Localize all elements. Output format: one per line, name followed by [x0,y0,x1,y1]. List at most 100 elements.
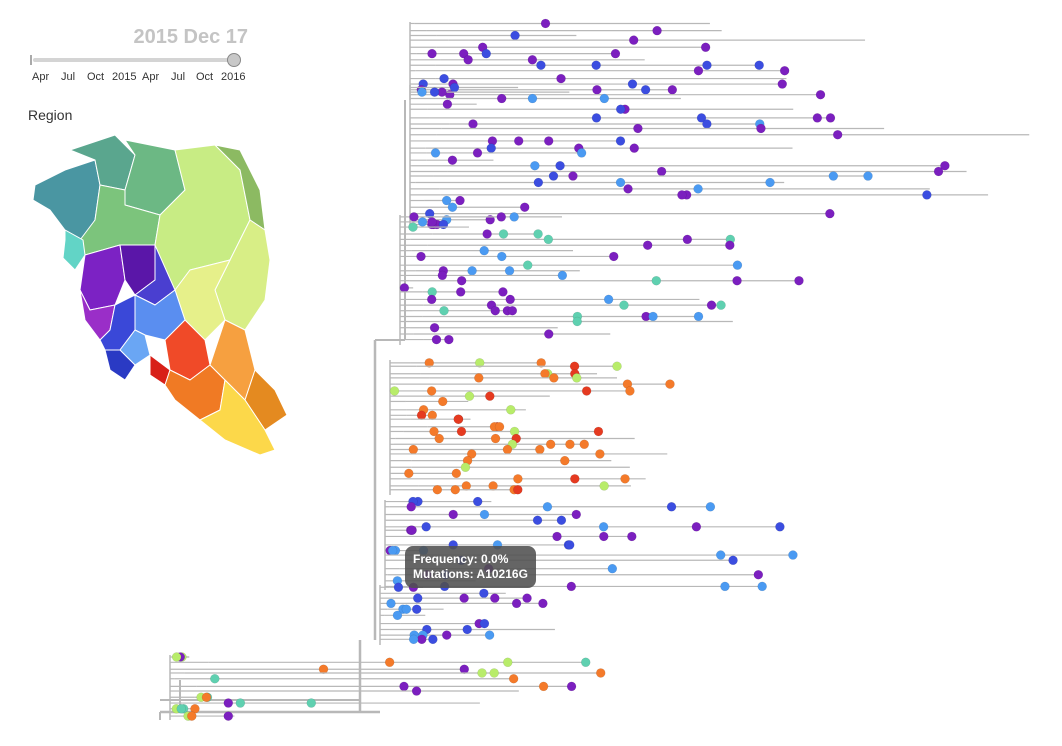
tree-tip[interactable] [788,550,798,560]
tree-tip[interactable] [720,581,730,592]
tree-tip[interactable] [552,531,562,542]
tree-tip[interactable] [700,42,711,53]
tree-tip[interactable] [607,563,618,574]
tree-tip[interactable] [530,160,540,171]
tree-tip[interactable] [507,305,518,316]
tree-tip[interactable] [570,474,580,484]
tree-tip[interactable] [441,630,452,640]
tree-tip[interactable] [306,698,317,708]
tree-tip[interactable] [455,287,466,297]
tree-tip[interactable] [693,311,704,322]
tree-tip[interactable] [642,240,653,250]
tree-tip[interactable] [416,251,426,262]
tree-tip[interactable] [464,391,475,401]
tree-tip[interactable] [651,275,662,286]
tree-tip[interactable] [815,89,826,100]
tree-tip[interactable] [429,322,440,333]
tree-tip[interactable] [408,222,418,232]
tree-tip[interactable] [474,373,484,383]
tree-tip[interactable] [456,275,467,286]
tree-tip[interactable] [428,634,438,645]
tree-tip[interactable] [756,123,766,134]
tree-tip[interactable] [444,334,454,345]
tree-tip[interactable] [625,386,635,396]
tree-tip[interactable] [581,386,592,396]
tree-tip[interactable] [513,474,523,484]
tree-tip[interactable] [455,195,465,206]
tree-tip[interactable] [732,275,742,286]
tree-tip[interactable] [545,439,556,450]
tree-tip[interactable] [421,522,431,532]
tree-tip[interactable] [628,35,639,45]
tree-tip[interactable] [615,136,626,146]
tree-tip[interactable] [447,155,458,165]
tree-tip[interactable] [510,30,520,41]
tree-tip[interactable] [485,215,495,225]
tree-tip[interactable] [542,502,553,512]
tree-tip[interactable] [828,171,839,181]
map-region[interactable] [104,349,136,381]
tree-tip[interactable] [522,593,532,603]
tree-tip[interactable] [522,260,533,270]
tree-tip[interactable] [498,229,509,239]
tree-tip[interactable] [863,171,873,181]
tree-tip[interactable] [615,104,626,115]
tree-tip[interactable] [609,251,619,262]
tree-tip[interactable] [576,148,587,158]
tree-tip[interactable] [494,422,505,432]
timeline-track[interactable] [33,58,233,62]
tree-tip[interactable] [580,657,591,668]
tree-tip[interactable] [775,522,785,532]
tree-tip[interactable] [757,581,767,592]
tree-tip[interactable] [527,55,538,65]
tree-tip[interactable] [556,515,567,526]
tree-tip[interactable] [696,113,707,123]
tree-tip[interactable] [571,373,582,383]
tree-tip[interactable] [441,195,452,206]
tree-tip[interactable] [384,657,395,668]
tree-tip[interactable] [223,698,234,708]
tree-tip[interactable] [564,540,575,550]
tree-tip[interactable] [187,711,197,721]
tree-tip[interactable] [474,358,485,368]
tree-tip[interactable] [176,704,187,714]
tree-tip[interactable] [424,358,434,368]
tree-tip[interactable] [599,93,610,104]
tree-tip[interactable] [482,229,492,239]
tree-tip[interactable] [429,426,439,437]
tree-tip[interactable] [716,300,726,310]
tree-tip[interactable] [490,593,500,603]
tree-tip[interactable] [502,444,513,455]
tree-tip[interactable] [543,234,554,245]
tree-tip[interactable] [318,664,329,674]
tree-tip[interactable] [411,604,422,614]
tree-tip[interactable] [665,379,675,389]
tree-tip[interactable] [579,439,590,450]
tree-tip[interactable] [434,433,444,444]
tree-tip[interactable] [412,593,423,603]
tree-tip[interactable] [825,208,835,219]
tree-tip[interactable] [557,270,568,281]
tree-tip[interactable] [432,484,443,495]
tree-tip[interactable] [591,60,601,70]
tree-tip[interactable] [506,405,516,415]
tree-tip[interactable] [595,449,605,459]
region-map[interactable] [25,130,290,460]
tree-tip[interactable] [598,522,609,532]
tree-tip[interactable] [427,410,438,421]
tree-tip[interactable] [536,60,546,70]
tree-tip[interactable] [504,266,515,276]
tree-tip[interactable] [599,531,609,542]
tree-tip[interactable] [472,148,483,158]
tree-tip[interactable] [728,555,738,566]
tree-tip[interactable] [511,598,522,609]
tree-tip[interactable] [235,698,246,708]
tree-tip[interactable] [427,217,437,227]
tree-tip[interactable] [549,373,559,383]
tree-tip[interactable] [426,386,437,396]
tree-tip[interactable] [794,275,804,286]
tree-tip[interactable] [519,202,530,212]
tree-tip[interactable] [508,673,519,684]
tree-tip[interactable] [619,300,629,310]
